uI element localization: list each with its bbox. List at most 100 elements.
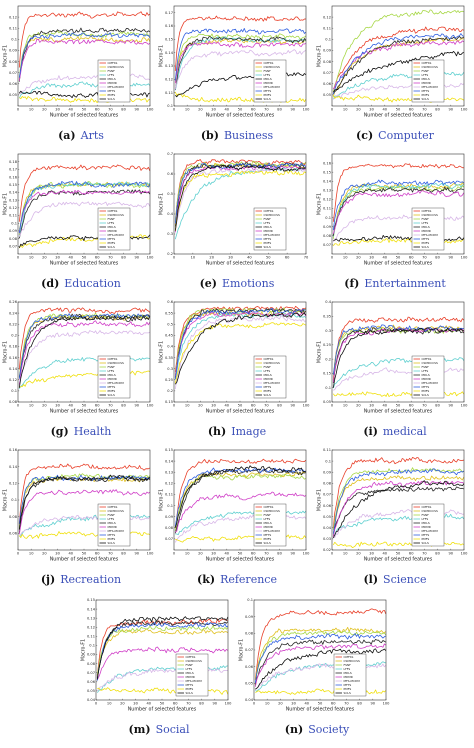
y-tick-label: 0.08 — [323, 234, 332, 238]
x-tick-label: 10 — [265, 702, 270, 706]
panel-caption: (m) Social — [80, 723, 238, 737]
x-tick-label: 60 — [251, 552, 256, 556]
y-axis-label: Macro-F1 — [317, 45, 323, 67]
legend-entry: MDMR — [344, 675, 353, 679]
series-line-lffs — [174, 312, 307, 380]
dataset-name: Education — [64, 277, 121, 290]
series-line-cmfss — [174, 458, 307, 529]
legend-entry: MFTS — [264, 533, 272, 537]
panel-caption: (d) Education — [2, 277, 160, 291]
dataset-name: Image — [231, 425, 267, 438]
x-tick-label: 20 — [120, 702, 125, 706]
y-tick-label: 0.24 — [9, 311, 18, 315]
y-tick-label: 0.12 — [9, 206, 17, 210]
y-tick-label: 0.07 — [87, 671, 95, 675]
legend-entry: MFTS — [422, 533, 430, 537]
series-line-scls — [174, 164, 306, 231]
x-tick-label: 20 — [42, 552, 47, 556]
legend-entry: LFFS — [422, 517, 429, 521]
x-tick-label: 100 — [461, 552, 469, 556]
y-tick-label: 0.13 — [87, 616, 95, 620]
y-axis-label: Macro-F1 — [159, 193, 165, 215]
x-axis-label: Number of selected features — [50, 409, 119, 415]
y-tick-label: 0.1 — [325, 386, 331, 390]
y-tick-label: 0.11 — [323, 26, 331, 30]
legend-entry: MFS-MCDM — [186, 679, 203, 683]
line-chart: 0 10 20 30 40 50 60 70 80 90 100 0.02 0.03 0.04 0.05 0.… — [317, 448, 469, 562]
y-tick-label: 0.1 — [325, 216, 331, 220]
x-tick-label: 50 — [160, 702, 165, 706]
x-tick-label: 40 — [69, 256, 74, 260]
x-tick-label: 60 — [409, 256, 414, 260]
panel-caption: (e) Emotions — [158, 277, 316, 291]
series-line-mfts — [174, 27, 307, 81]
x-tick-label: 80 — [199, 702, 204, 706]
dataset-name: Entertainment — [364, 277, 446, 290]
series-line-csmdccss — [18, 181, 151, 235]
y-tick-label: 0.17 — [9, 168, 17, 172]
y-tick-label: 0.07 — [245, 648, 253, 652]
x-tick-label: 70 — [108, 108, 113, 112]
series-line-scls — [255, 648, 387, 690]
line-chart: 0 10 20 30 40 50 60 70 80 90 100 0.08 0.1 0.12 0.14 0.1… — [3, 300, 155, 415]
series-line-mdls — [332, 186, 465, 236]
chart-panel-image: 0 10 20 30 40 50 60 70 80 90 100 0.15 0.2 0.25 0.3 0.35… — [158, 298, 316, 446]
legend-entry: FSNF — [264, 365, 272, 369]
y-tick-label: 0.07 — [9, 245, 17, 249]
legend-entry: MDLS — [186, 671, 194, 675]
legend-entry: SCLS — [422, 541, 429, 545]
y-tick-label: 0.11 — [9, 26, 17, 30]
y-tick-label: 0.11 — [87, 635, 95, 639]
legend-entry: MDMR — [422, 377, 431, 381]
legend-entry: PMFS — [264, 537, 272, 541]
legend-entry: CSMDCCSS — [108, 213, 124, 217]
x-tick-label: 70 — [422, 256, 427, 260]
x-tick-label: 90 — [371, 702, 376, 706]
series-line-mfts — [254, 633, 387, 683]
plot-frame — [331, 301, 465, 403]
series-line-cmfss — [332, 456, 464, 529]
legend-entry: CMFSS — [108, 505, 118, 509]
series-line-lffs — [96, 665, 228, 693]
series-line-mdmr — [18, 320, 151, 385]
legend-entry: CMFSS — [264, 357, 274, 361]
y-tick-label: 0.14 — [9, 367, 18, 371]
y-tick-label: 0.12 — [165, 78, 173, 82]
x-tick-label: 100 — [303, 108, 311, 112]
series-line-pmfs — [174, 91, 307, 103]
legend-entry: MFTS — [422, 385, 430, 389]
line-chart: 0 10 20 30 40 50 60 70 80 90 100 0.15 0.2 0.25 0.3 0.35… — [159, 300, 311, 414]
y-tick-label: 0.05 — [323, 400, 331, 404]
series-line-mdmr — [18, 489, 151, 535]
y-tick-label: 0.06 — [9, 532, 18, 536]
legend-entry: CSMDCCSS — [108, 65, 124, 69]
series-line-mdls — [18, 475, 151, 533]
x-tick-label: 90 — [135, 108, 140, 112]
y-tick-label: 0.15 — [165, 400, 173, 404]
chart-panel-entertainment: 0 10 20 30 40 50 60 70 80 90 100 0.07 0.08 0.09 0.1 0.1… — [316, 150, 474, 298]
y-tick-label: 0.07 — [323, 493, 331, 497]
y-tick-label: 0.1 — [167, 104, 173, 108]
legend-entry: MFS-MCDM — [108, 233, 125, 237]
y-tick-label: 0.09 — [9, 229, 18, 233]
x-tick-label: 90 — [449, 404, 454, 408]
x-tick-label: 80 — [435, 108, 440, 112]
legend-entry: PMFS — [422, 241, 430, 245]
y-tick-label: 0.13 — [9, 198, 17, 202]
legend-entry: MFS-MCDM — [264, 381, 281, 385]
legend-entry: MDMR — [264, 377, 273, 381]
panel-label: (m) — [128, 723, 151, 736]
panel-caption: (k) Reference — [158, 573, 316, 587]
x-tick-label: 20 — [198, 108, 203, 112]
x-tick-label: 90 — [291, 404, 296, 408]
legend-entry: SCLS — [264, 393, 271, 397]
y-tick-label: 0.15 — [165, 448, 173, 452]
x-tick-label: 70 — [422, 404, 427, 408]
series-line-mfts — [18, 32, 151, 78]
x-tick-label: 40 — [305, 702, 310, 706]
x-tick-label: 30 — [369, 256, 374, 260]
panel-caption: (n) Society — [238, 723, 396, 737]
x-tick-label: 30 — [228, 256, 233, 260]
legend-entry: PMFS — [344, 687, 352, 691]
series-line-mdmr — [332, 40, 465, 90]
